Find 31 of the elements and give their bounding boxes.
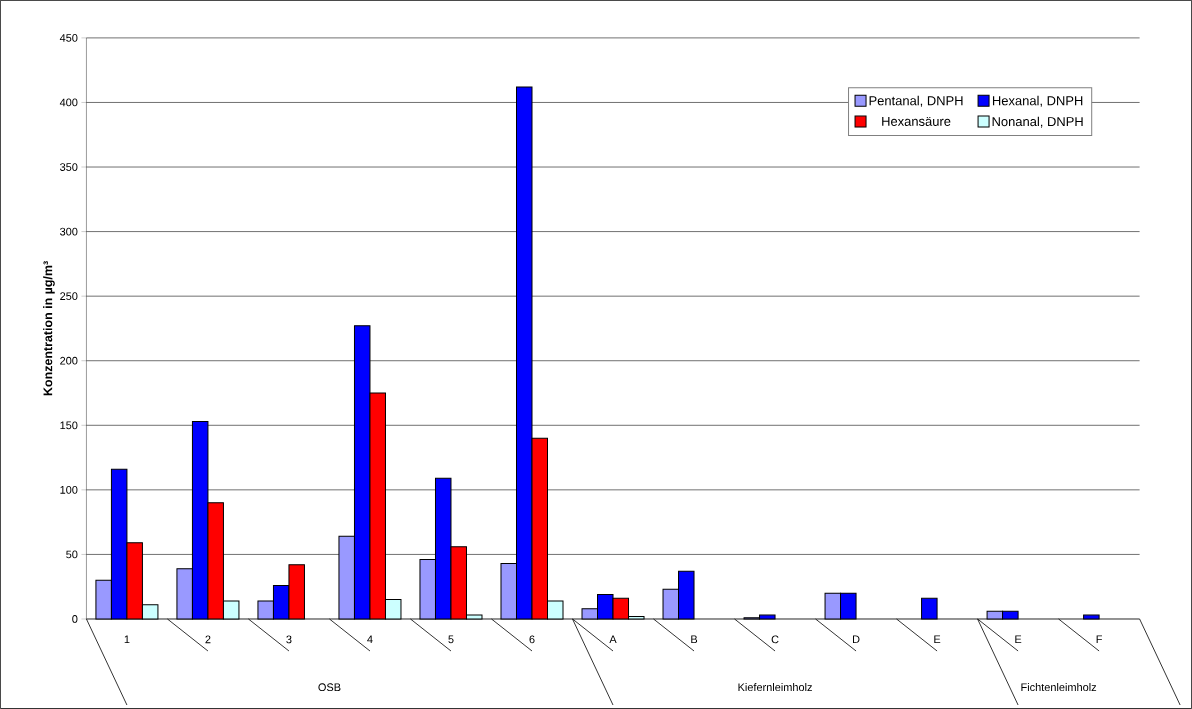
x-tick-label: 6 <box>529 635 535 644</box>
legend-label: Nonanal, DNPH <box>992 116 1083 128</box>
text: Kiefernleimholz <box>738 683 812 692</box>
x-tick-label: C <box>771 635 779 644</box>
y-tick-label: 350 <box>60 163 78 171</box>
x-tick-label: 4 <box>367 635 373 644</box>
x-tick-label: A <box>609 635 617 644</box>
y-tick-label: 450 <box>59 34 78 42</box>
x-tick-label: E <box>1015 635 1022 644</box>
y-tick-label: 0 <box>72 615 78 623</box>
y-tick-label: 100 <box>60 486 78 494</box>
x-tick-label: 2 <box>205 635 211 644</box>
x-tick-label: E <box>934 635 941 644</box>
y-axis-title: Konzentration in µg/m³ <box>43 261 55 396</box>
y-tick-label: 150 <box>60 421 78 430</box>
legend-label: Hexanal, DNPH <box>992 95 1083 107</box>
x-tick-label: D <box>853 635 860 644</box>
legend-label: Pentanal, DNPH <box>869 95 963 107</box>
x-tick-label: B <box>691 635 698 644</box>
y-tick-label: 50 <box>66 550 78 559</box>
y-tick-label: 250 <box>60 292 78 301</box>
text: Fichtenleimholz <box>1021 683 1097 692</box>
x-tick-label: F <box>1096 635 1102 644</box>
x-tick-label: 1 <box>124 635 130 644</box>
x-tick-label: 3 <box>286 635 292 644</box>
x-tick-label: 5 <box>448 635 454 644</box>
legend-label: Hexansäure <box>882 116 951 126</box>
y-tick-label: 300 <box>60 227 78 236</box>
text: OSB <box>318 683 341 692</box>
y-tick-label: 400 <box>59 98 78 107</box>
y-tick-label: 200 <box>60 356 78 365</box>
